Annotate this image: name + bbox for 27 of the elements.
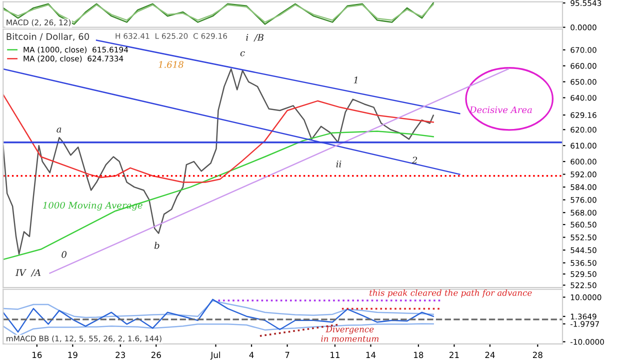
- x-tick-label: 4: [249, 352, 254, 358]
- annotation: 0: [62, 251, 67, 258]
- annotation: IV /A: [15, 269, 41, 277]
- x-tick-label: 28: [532, 352, 542, 358]
- x-tick-label: Jul: [210, 352, 220, 360]
- annotation: i /B: [246, 34, 264, 42]
- annotation: this peak cleared the path for advance: [370, 289, 532, 298]
- annotation: c: [240, 51, 245, 56]
- x-tick-label: 19: [68, 352, 78, 358]
- annotation: a: [56, 128, 62, 133]
- annotation: Decisive Area: [469, 106, 532, 114]
- annotation: 2: [412, 156, 418, 164]
- x-tick-label: 26: [151, 352, 161, 358]
- annotation: 1.618: [158, 61, 184, 68]
- x-tick-label: 23: [116, 352, 125, 358]
- annotation: ii: [336, 160, 342, 168]
- annotation: b: [154, 242, 160, 249]
- x-tick-label: 14: [366, 352, 376, 358]
- chart-title: Bitcoin / Dollar, 60: [6, 32, 90, 41]
- x-tick-label: 18: [414, 352, 424, 358]
- x-tick-label: 7: [285, 352, 290, 358]
- x-tick-label: 24: [485, 352, 495, 358]
- x-tick-label: 21: [450, 352, 459, 358]
- x-tick-label: 11: [330, 352, 340, 358]
- annotation: Divergence in momentum: [321, 326, 379, 342]
- annotation: 1: [354, 76, 358, 84]
- x-tick-label: 16: [32, 352, 42, 358]
